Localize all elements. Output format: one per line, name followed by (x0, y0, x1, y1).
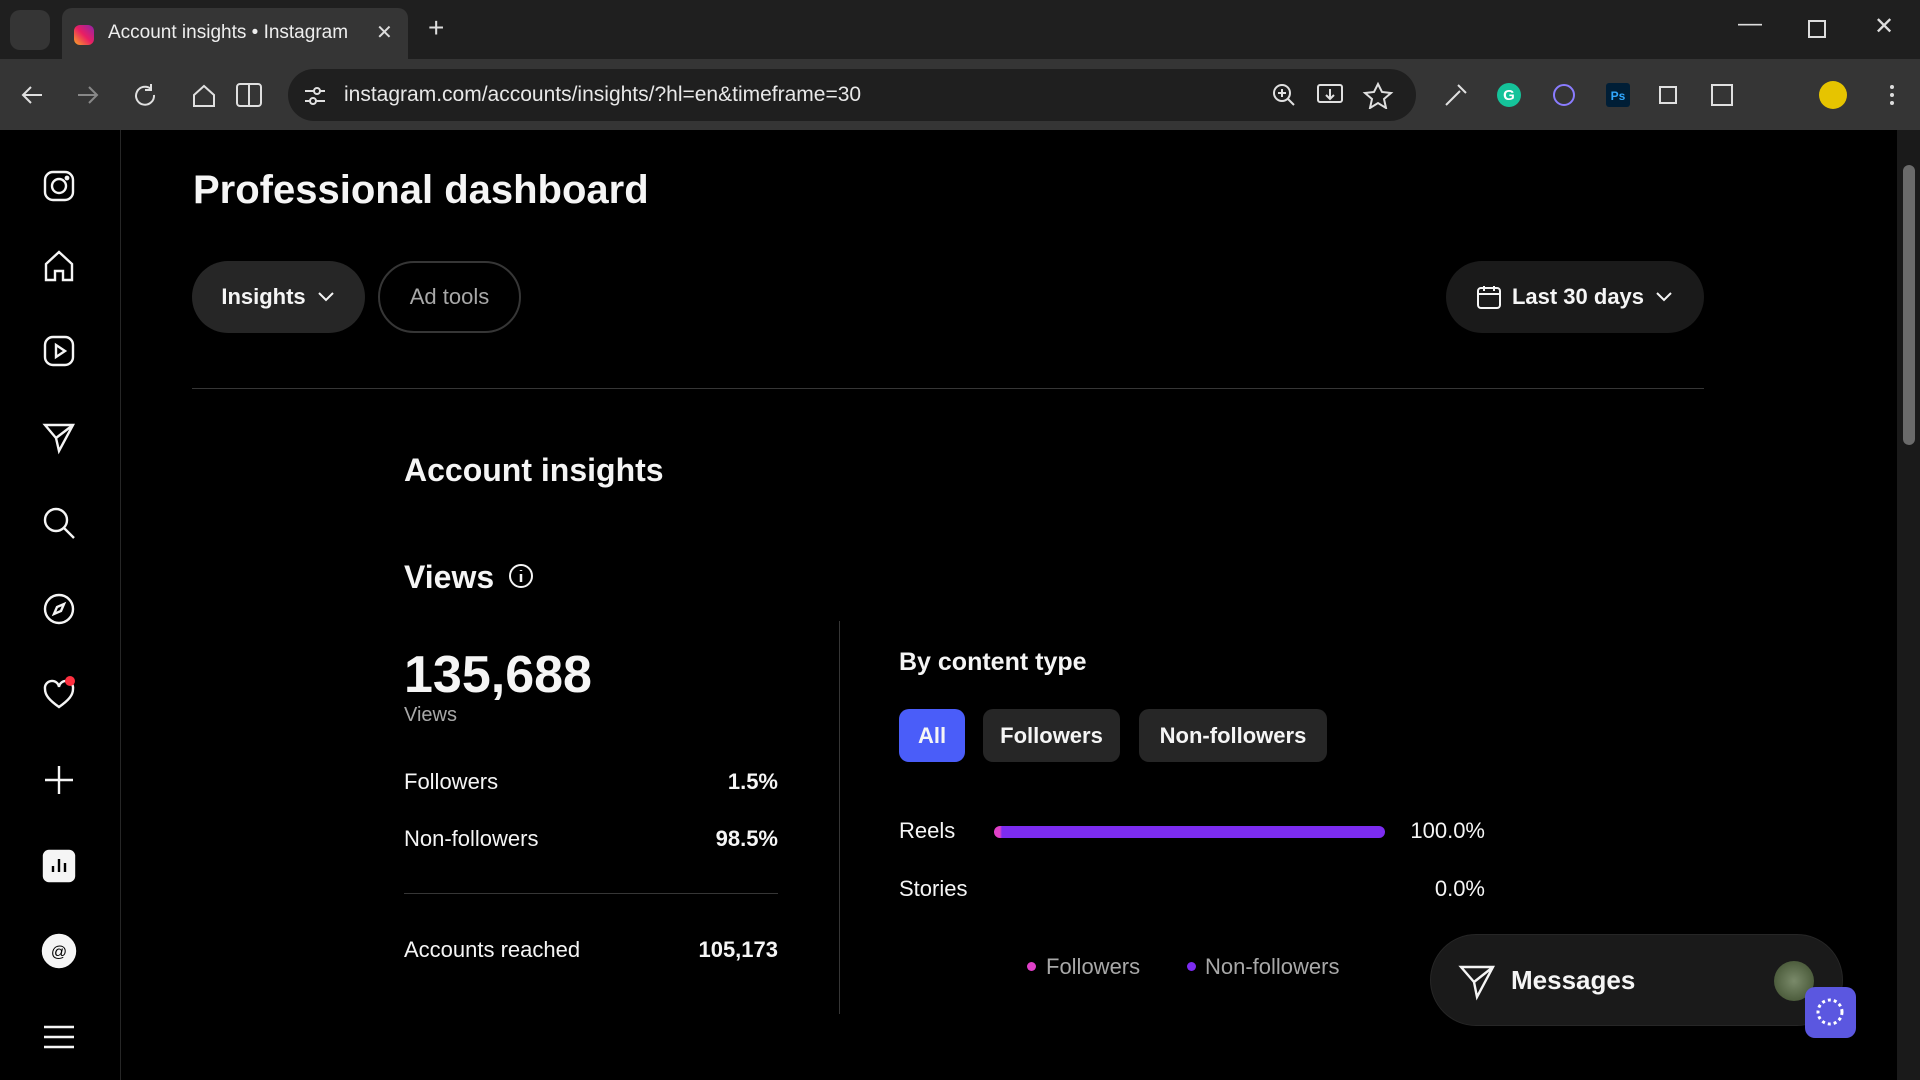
new-tab[interactable]: + (428, 12, 445, 43)
breakdown-value: 1.5% (727, 769, 778, 794)
create[interactable] (41, 762, 77, 798)
url: instagram.com/accounts/insights/?hl=en&t… (344, 83, 862, 106)
views-label: Views (404, 704, 457, 726)
favicon (74, 25, 94, 45)
section-title: Account insights (404, 452, 664, 488)
divider (192, 388, 1704, 389)
tab[interactable]: Account insights • Instagram ✕ (62, 8, 408, 59)
extensions[interactable]: G Ps (1440, 79, 1910, 111)
toolbar: instagram.com/accounts/insights/?hl=en&t… (0, 59, 1920, 130)
scroll-thumb[interactable] (1903, 165, 1915, 445)
legend-label: Followers (1046, 954, 1141, 979)
views-total: 135,688 (404, 646, 592, 704)
ad-tools-tab[interactable]: Ad tools (378, 261, 521, 333)
svg-text:@: @ (51, 944, 67, 961)
assistant-button[interactable] (1805, 987, 1856, 1038)
chevron (1656, 292, 1672, 302)
legend-label: Non-followers (1205, 954, 1340, 979)
scrollbar[interactable] (1897, 130, 1920, 1080)
filter-chip[interactable]: Non-followers (1139, 709, 1327, 762)
filter-chip[interactable]: All (899, 709, 965, 762)
timeframe-select[interactable]: Last 30 days (1446, 261, 1704, 333)
reels[interactable] (41, 333, 77, 369)
threads[interactable]: @ (41, 933, 77, 969)
chevron (317, 292, 334, 302)
legend-dot (1027, 962, 1036, 971)
direct[interactable] (41, 419, 77, 455)
breakdown-value: 98.5% (715, 826, 778, 851)
calendar-icon (1476, 286, 1501, 309)
search[interactable] (41, 505, 77, 541)
timeframe-label: Last 30 days (1511, 284, 1645, 309)
split-view[interactable] (235, 81, 265, 109)
bar-track (994, 884, 1385, 896)
omnibox-actions[interactable] (1270, 81, 1400, 109)
instagram-logo[interactable] (41, 168, 77, 204)
bar-track (994, 826, 1385, 838)
legend-dot (1187, 962, 1196, 971)
content-title: By content type (899, 648, 1087, 676)
svg-text:G: G (1503, 87, 1515, 104)
messages-icon (1458, 965, 1495, 1001)
row-value: 100.0% (1410, 818, 1485, 843)
explore[interactable] (41, 591, 77, 627)
notifications[interactable] (41, 676, 77, 712)
reached-label: Accounts reached (404, 937, 581, 962)
metric-title: Views (404, 559, 495, 595)
breakdown-label: Non-followers (404, 826, 539, 851)
divider (404, 893, 778, 894)
nav-buttons[interactable] (18, 81, 248, 109)
reached-value: 105,173 (698, 937, 778, 962)
more[interactable] (41, 1019, 77, 1055)
tab-title: Account insights • Instagram (108, 22, 349, 43)
insights-tab[interactable]: Insights (192, 261, 365, 333)
home[interactable] (41, 248, 77, 284)
svg-text:Ps: Ps (1611, 89, 1626, 103)
vertical-divider (839, 621, 840, 1014)
filter-chip[interactable]: Followers (983, 709, 1120, 762)
row-label: Stories (899, 876, 968, 901)
tab-label: Insights (221, 284, 306, 309)
breakdown-label: Followers (404, 769, 499, 794)
page-title: Professional dashboard (193, 168, 649, 212)
info-icon[interactable] (507, 562, 535, 590)
insights[interactable] (41, 848, 77, 884)
sidebar: @ (0, 130, 121, 1080)
messages-label: Messages (1511, 965, 1636, 995)
row-value: 0.0% (1434, 876, 1485, 901)
tab-label: Ad tools (409, 284, 490, 309)
tab-close[interactable]: ✕ (376, 22, 393, 44)
site-info[interactable] (302, 83, 328, 109)
address-bar[interactable]: instagram.com/accounts/insights/?hl=en&t… (288, 69, 1416, 121)
minimize[interactable]: — (1738, 10, 1762, 37)
assistant-icon (1816, 998, 1844, 1026)
messages-bar[interactable]: Messages (1430, 934, 1843, 1026)
tab-search[interactable] (10, 10, 50, 50)
row-label: Reels (899, 818, 956, 843)
restore[interactable] (1808, 20, 1826, 38)
bar (994, 826, 1385, 838)
close-window[interactable]: ✕ (1874, 13, 1895, 40)
tab-bar: Account insights • Instagram ✕ + — ✕ (0, 0, 1920, 59)
